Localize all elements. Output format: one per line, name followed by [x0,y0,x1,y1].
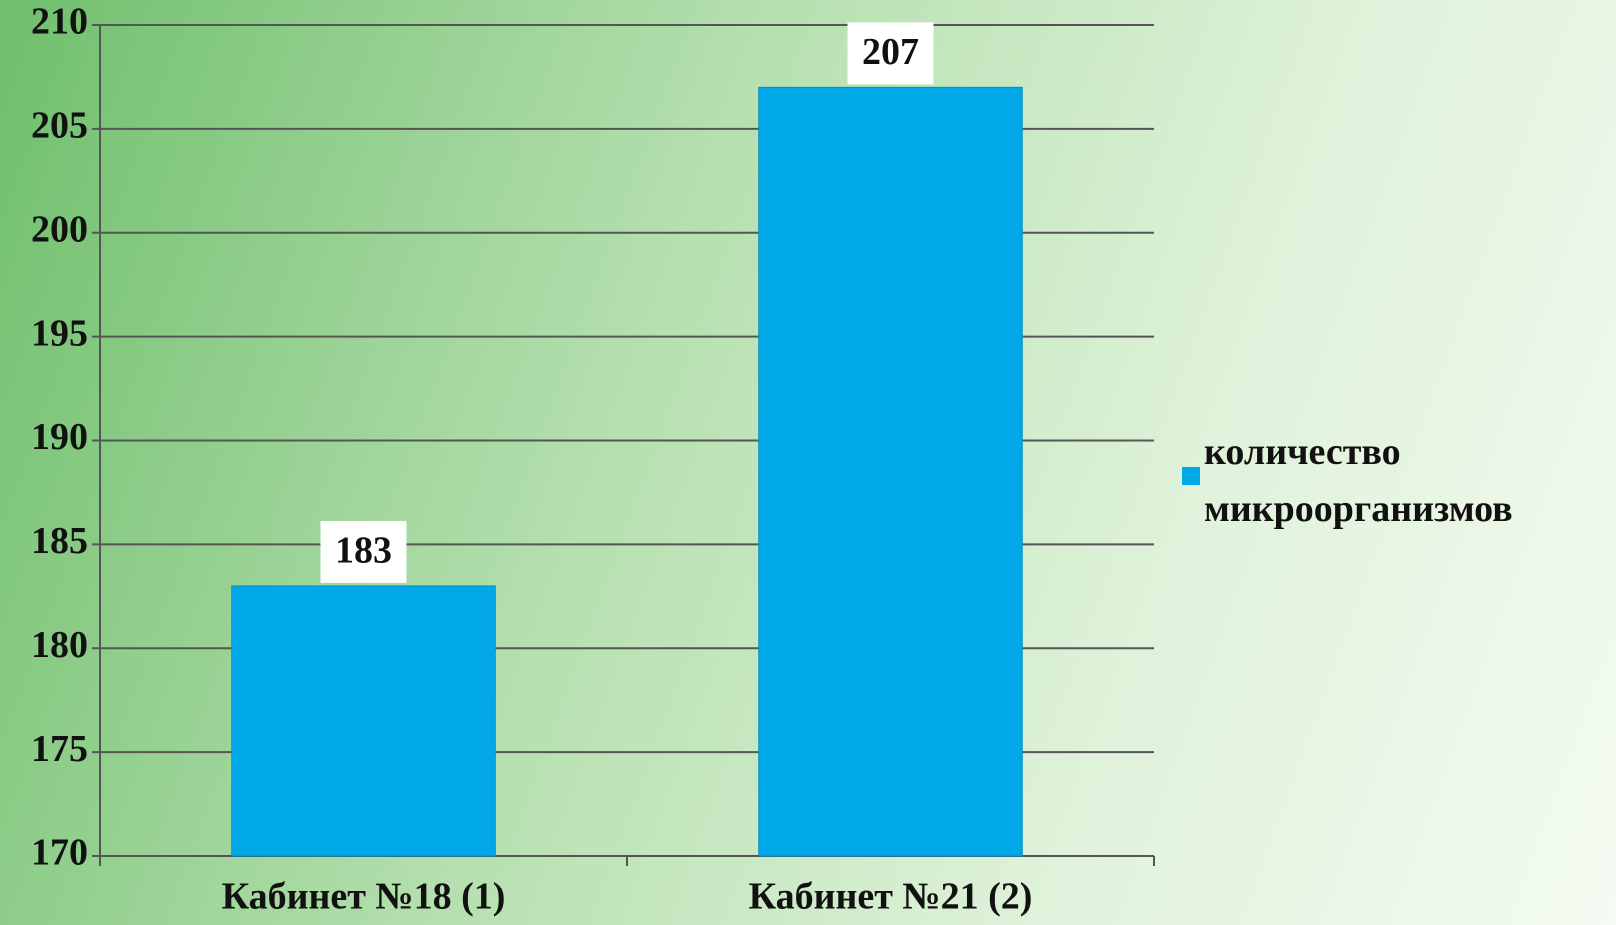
y-tick-label: 195 [31,312,88,354]
y-tick-label: 200 [31,208,88,250]
data-label: 183 [335,530,392,572]
bar [758,86,1023,857]
data-label-box [847,22,934,85]
legend-label: количество микроорганизмов [1204,431,1513,530]
x-tick-label: Кабинет №18 (1) [222,876,506,918]
bar [231,585,496,857]
y-tick-label: 190 [31,416,88,458]
y-tick-label: 210 [31,1,88,43]
y-tick-label: 175 [31,728,88,770]
x-tick-label: Кабинет №21 (2) [749,876,1033,918]
y-tick-label: 205 [31,105,88,147]
legend-swatch [1182,467,1200,485]
y-tick-label: 185 [31,520,88,562]
data-label-box [320,520,407,583]
data-label: 207 [862,31,919,73]
y-tick-label: 170 [31,832,88,874]
y-tick-label: 180 [31,624,88,666]
